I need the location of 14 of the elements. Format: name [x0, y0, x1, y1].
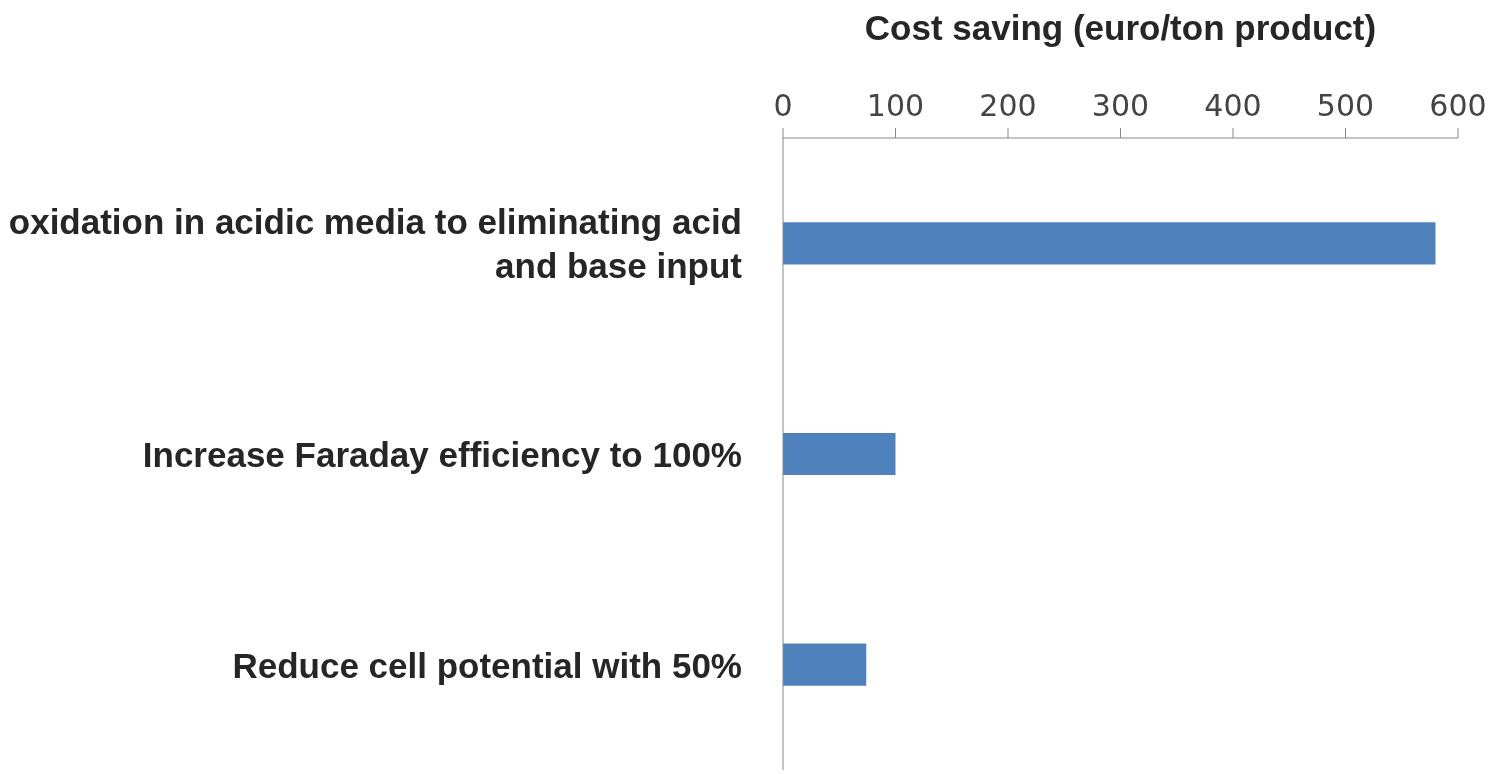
x-axis-title: Cost saving (euro/ton product) [863, 8, 1378, 48]
y-tick-label: Increase Faraday efficiency to 100% [142, 434, 742, 474]
bar [783, 222, 1436, 265]
y-tick-label: Reduce cell potential with 50% [232, 645, 742, 685]
x-tick-label: 400 [1204, 88, 1262, 123]
x-tick-label: 300 [1091, 88, 1150, 123]
x-tick-label: 100 [866, 88, 925, 123]
x-tick-label: 0 [773, 88, 793, 123]
x-tick-label: 200 [979, 88, 1037, 123]
bar [783, 432, 896, 476]
y-tick-label: oxidation in acidic media to eliminating acid and base input [8, 201, 743, 285]
bar [783, 643, 867, 686]
x-tick-label: 600 [1429, 88, 1487, 123]
x-tick-label: 500 [1316, 88, 1375, 123]
